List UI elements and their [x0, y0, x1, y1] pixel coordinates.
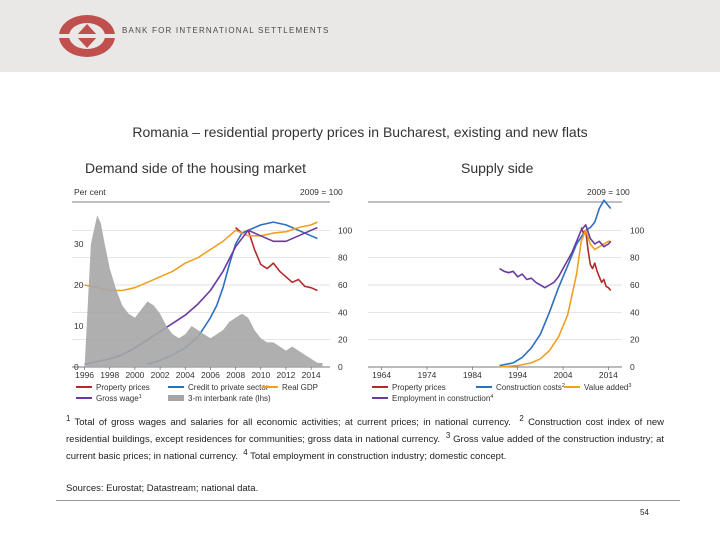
left-panel-title: Demand side of the housing market [85, 160, 307, 176]
footnote-4: Total employment in construction industr… [250, 451, 507, 463]
footer-divider [56, 500, 680, 501]
demand-xtick-label: 2008 [226, 370, 245, 380]
supply-series-line [580, 227, 612, 292]
supply-legend-label: Value added3 [584, 383, 631, 392]
supply-series-line [499, 199, 612, 367]
demand-ytick-right: 40 [338, 307, 348, 317]
supply-xtick-label: 2004 [554, 370, 573, 380]
demand-legend-label: Gross wage1 [96, 394, 142, 403]
supply-ytick-right: 80 [630, 253, 640, 263]
demand-series-line [235, 226, 318, 292]
demand-ytick-right: 100 [338, 225, 352, 235]
left-axis-unit: Per cent [74, 187, 106, 197]
bis-logo-icon [58, 15, 116, 57]
chart-main-title: Romania – residential property prices in… [132, 124, 588, 140]
demand-series-area [84, 215, 323, 367]
left-right-axis-unit: 2009 = 100 [300, 187, 343, 197]
supply-xtick-label: 1964 [372, 370, 391, 380]
demand-xtick-label: 2002 [151, 370, 170, 380]
supply-legend-label: Construction costs2 [496, 383, 565, 392]
demand-xtick-label: 1996 [75, 370, 94, 380]
supply-xtick-label: 1984 [463, 370, 482, 380]
demand-xtick-label: 2000 [125, 370, 144, 380]
supply-legend-label: Property prices [392, 383, 446, 392]
supply-legend-label: Employment in construction4 [392, 394, 493, 403]
demand-ytick-right: 20 [338, 335, 348, 345]
sources-text: Sources: Eurostat; Datastream; national … [66, 483, 259, 494]
supply-ytick-right: 40 [630, 307, 640, 317]
demand-ytick-right: 60 [338, 280, 348, 290]
demand-xtick-label: 2004 [176, 370, 195, 380]
demand-legend-label: Credit to private sector [188, 383, 269, 392]
supply-xtick-label: 2014 [599, 370, 618, 380]
demand-ytick-right: 0 [338, 362, 343, 372]
footnotes: 1 Total of gross wages and salaries for … [66, 414, 664, 463]
right-right-axis-unit: 2009 = 100 [587, 187, 630, 197]
supply-xtick-label: 1974 [418, 370, 437, 380]
org-name: BANK FOR INTERNATIONAL SETTLEMENTS [122, 26, 330, 35]
demand-ytick-left: 10 [74, 321, 84, 331]
demand-legend-label: Property prices [96, 383, 150, 392]
supply-ytick-right: 20 [630, 335, 640, 345]
page-number: 54 [640, 508, 649, 517]
demand-xtick-label: 2014 [302, 370, 321, 380]
right-panel-title: Supply side [461, 160, 534, 176]
demand-xtick-label: 2012 [276, 370, 295, 380]
footnote-3: Gross value added of the construction in… [66, 434, 664, 463]
demand-ytick-right: 80 [338, 253, 348, 263]
demand-legend-label: Real GDP [282, 383, 318, 392]
supply-series-line [499, 224, 612, 289]
demand-legend-swatch [168, 395, 184, 401]
demand-xtick-label: 1998 [100, 370, 119, 380]
footnote-1: Total of gross wages and salaries for al… [74, 417, 511, 429]
footnote-2: Construction cost index of new residenti… [66, 417, 664, 446]
demand-ytick-left: 30 [74, 239, 84, 249]
demand-ytick-left: 20 [74, 280, 84, 290]
header-bar: BANK FOR INTERNATIONAL SETTLEMENTS [0, 0, 720, 72]
demand-xtick-label: 2006 [201, 370, 220, 380]
demand-series-line [84, 221, 318, 292]
demand-xtick-label: 2010 [251, 370, 270, 380]
supply-ytick-right: 0 [630, 362, 635, 372]
supply-series-line [499, 229, 611, 368]
demand-legend-label: 3-m interbank rate (lhs) [188, 394, 271, 403]
supply-ytick-right: 100 [630, 225, 644, 235]
supply-ytick-right: 60 [630, 280, 640, 290]
supply-xtick-label: 1994 [508, 370, 527, 380]
